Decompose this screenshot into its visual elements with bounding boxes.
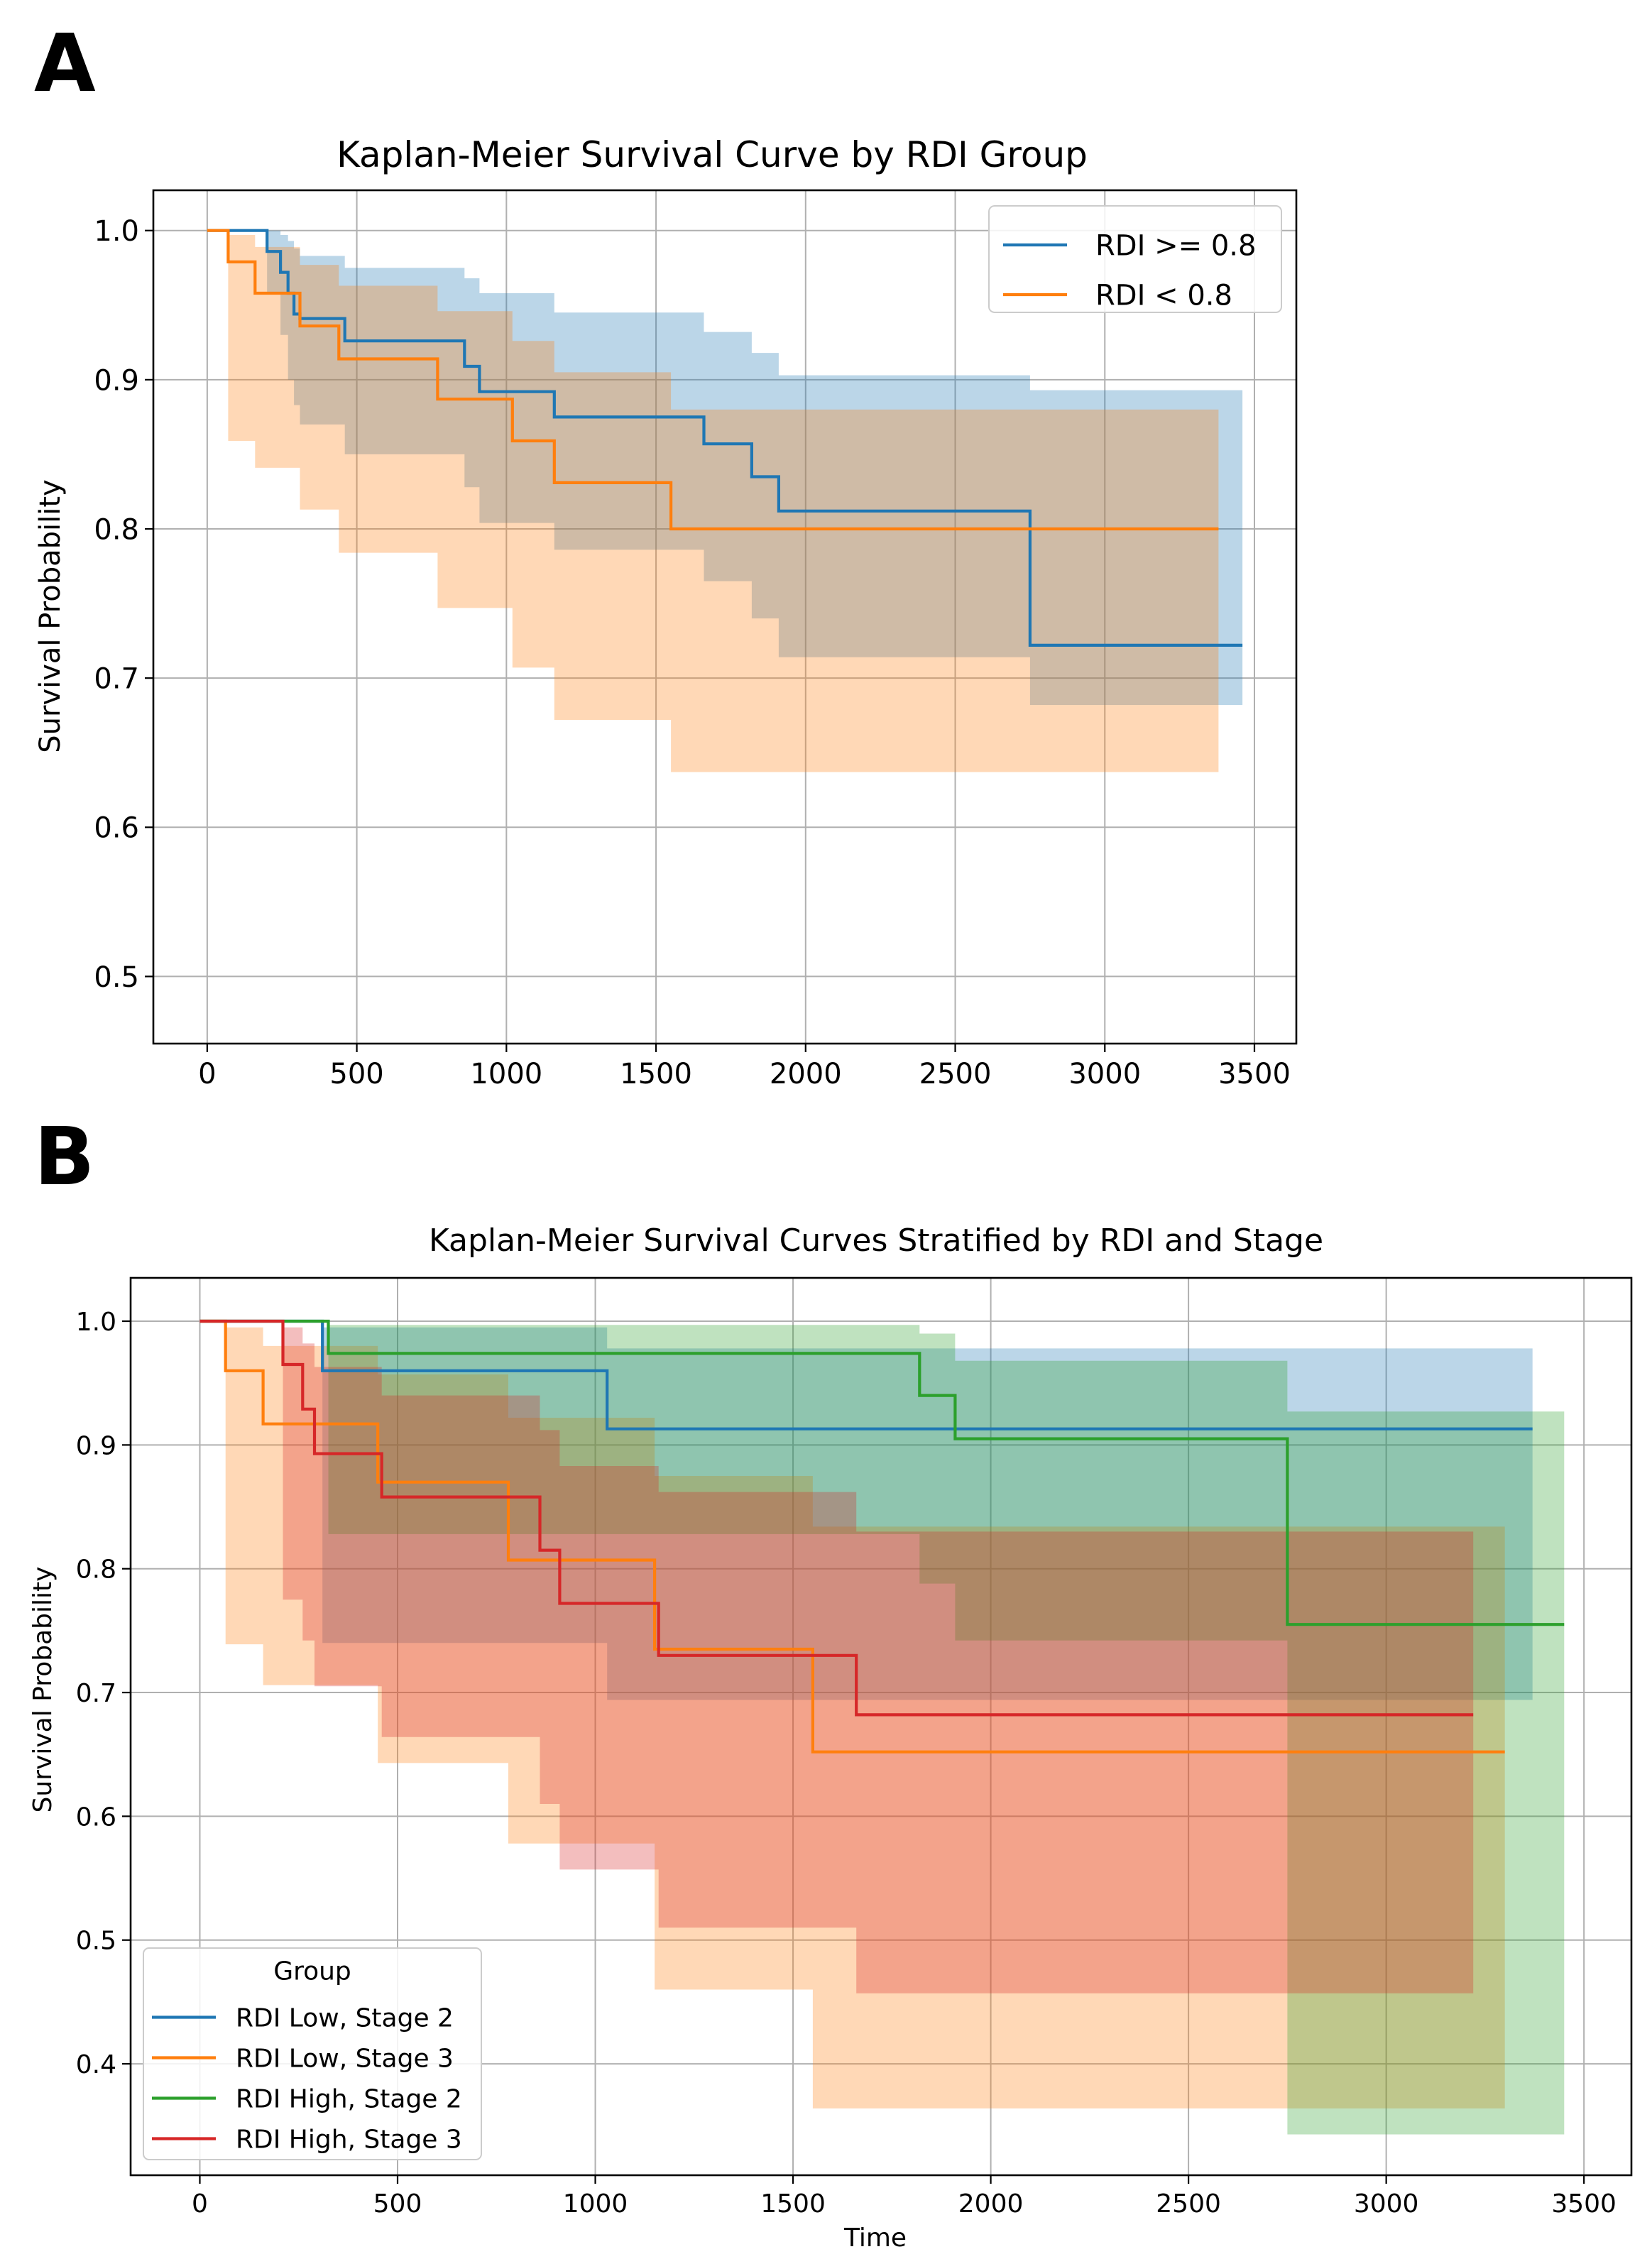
chart-b-legend-title: Group xyxy=(273,1957,351,1986)
chart-b-xtick-label-7: 3500 xyxy=(1551,2189,1617,2219)
chart-b-legend-label-0: RDI Low, Stage 2 xyxy=(236,2003,454,2033)
chart-b-series-line-2 xyxy=(199,1319,1565,1626)
panel-a: A Kaplan-Meier Survival Curve by RDI Gro… xyxy=(34,18,1298,1090)
chart-a-xtick-label-5: 2500 xyxy=(919,1058,992,1090)
chart-b-xtick-label-2: 1000 xyxy=(563,2189,628,2219)
chart-b-ytick-label-0: 0.4 xyxy=(76,2050,116,2079)
chart-a-ytick-label-3: 0.8 xyxy=(94,513,139,546)
chart-b-ytick-label-2: 0.6 xyxy=(76,1803,116,1832)
chart-b-xtick-label-1: 500 xyxy=(373,2189,422,2219)
panel-b: B Kaplan-Meier Survival Curves Stratifie… xyxy=(28,1111,1633,2253)
chart-a-axes-frame xyxy=(152,189,1298,1045)
chart-a-xtick-label-7: 3500 xyxy=(1218,1058,1291,1090)
chart-b-ytick-label-3: 0.7 xyxy=(76,1679,116,1708)
chart-b-legend-label-1: RDI Low, Stage 3 xyxy=(236,2044,454,2073)
chart-a-ytick-label-4: 0.9 xyxy=(94,364,139,397)
chart-b-title: Kaplan-Meier Survival Curves Stratified … xyxy=(429,1223,1323,1259)
chart-b-series-line-1 xyxy=(199,1319,1505,1754)
chart-b-ytick-label-4: 0.8 xyxy=(76,1555,116,1585)
chart-b-ytick-label-6: 1.0 xyxy=(76,1308,116,1337)
chart-a-xtick-label-1: 500 xyxy=(329,1058,383,1090)
panel-a-label: A xyxy=(34,18,96,110)
chart-a-plot-area: 0 500 1000 1500 2000 2500 3000 3500 0.5 0.6 0.7 0.8… xyxy=(94,189,1298,1090)
chart-a-title: Kaplan-Meier Survival Curve by RDI Group xyxy=(337,134,1088,175)
chart-a-ytick-label-1: 0.6 xyxy=(94,812,139,845)
chart-b-xtick-label-6: 3000 xyxy=(1354,2189,1419,2219)
chart-a-xtick-label-4: 2000 xyxy=(770,1058,842,1090)
chart-a-xtick-label-3: 1500 xyxy=(620,1058,692,1090)
chart-a-ytick-label-5: 1.0 xyxy=(94,215,139,248)
chart-b-xtick-label-5: 2500 xyxy=(1156,2189,1221,2219)
chart-b-legend-label-3: RDI High, Stage 3 xyxy=(236,2125,462,2154)
chart-b-ci-band-0 xyxy=(199,1321,1533,1700)
chart-b-plot-area: 0 500 1000 1500 2000 2500 3000 3500 0.4 0.5 0.6 0.7… xyxy=(76,1276,1633,2219)
chart-b-legend-box xyxy=(143,1947,482,2160)
chart-a-legend-label-0: RDI >= 0.8 xyxy=(1095,229,1256,262)
chart-b-ci-band-1 xyxy=(199,1321,1505,2108)
chart-b-series-line-3 xyxy=(199,1319,1474,1717)
chart-b-xlabel: Time xyxy=(843,2224,907,2253)
chart-a-ci-band-1 xyxy=(207,230,1219,772)
chart-b-ci-band-3 xyxy=(199,1321,1474,1993)
chart-a-ylabel: Survival Probability xyxy=(34,479,67,753)
chart-b-legend: Group RDI Low, Stage 2 RDI Low, Stage 3 RDI… xyxy=(143,1947,482,2160)
chart-a-xtick-label-0: 0 xyxy=(198,1058,216,1090)
chart-b-xtick-label-3: 1500 xyxy=(760,2189,826,2219)
chart-a-ci-band-0 xyxy=(207,230,1243,1007)
chart-a-series-line-0 xyxy=(207,229,1243,647)
chart-a-series-line-1 xyxy=(207,229,1219,531)
chart-a-ytick-label-0: 0.5 xyxy=(94,961,139,994)
chart-b-xtick-label-0: 0 xyxy=(192,2189,208,2219)
panel-b-label: B xyxy=(34,1111,94,1203)
chart-a-legend-box xyxy=(988,205,1282,313)
chart-a-xtick-label-2: 1000 xyxy=(470,1058,542,1090)
chart-b-ytick-label-1: 0.5 xyxy=(76,1927,116,1956)
chart-b-legend-label-2: RDI High, Stage 2 xyxy=(236,2084,462,2113)
chart-b-ytick-label-5: 0.9 xyxy=(76,1431,116,1460)
chart-a-legend: RDI >= 0.8 RDI < 0.8 xyxy=(988,205,1282,313)
chart-a-legend-label-1: RDI < 0.8 xyxy=(1095,279,1232,312)
chart-a-ytick-label-2: 0.7 xyxy=(94,663,139,696)
chart-b-xtick-label-4: 2000 xyxy=(958,2189,1024,2219)
chart-b-axes-frame xyxy=(129,1276,1633,2177)
chart-b-ylabel: Survival Probability xyxy=(28,1567,58,1813)
chart-a-xtick-label-6: 3000 xyxy=(1068,1058,1141,1090)
